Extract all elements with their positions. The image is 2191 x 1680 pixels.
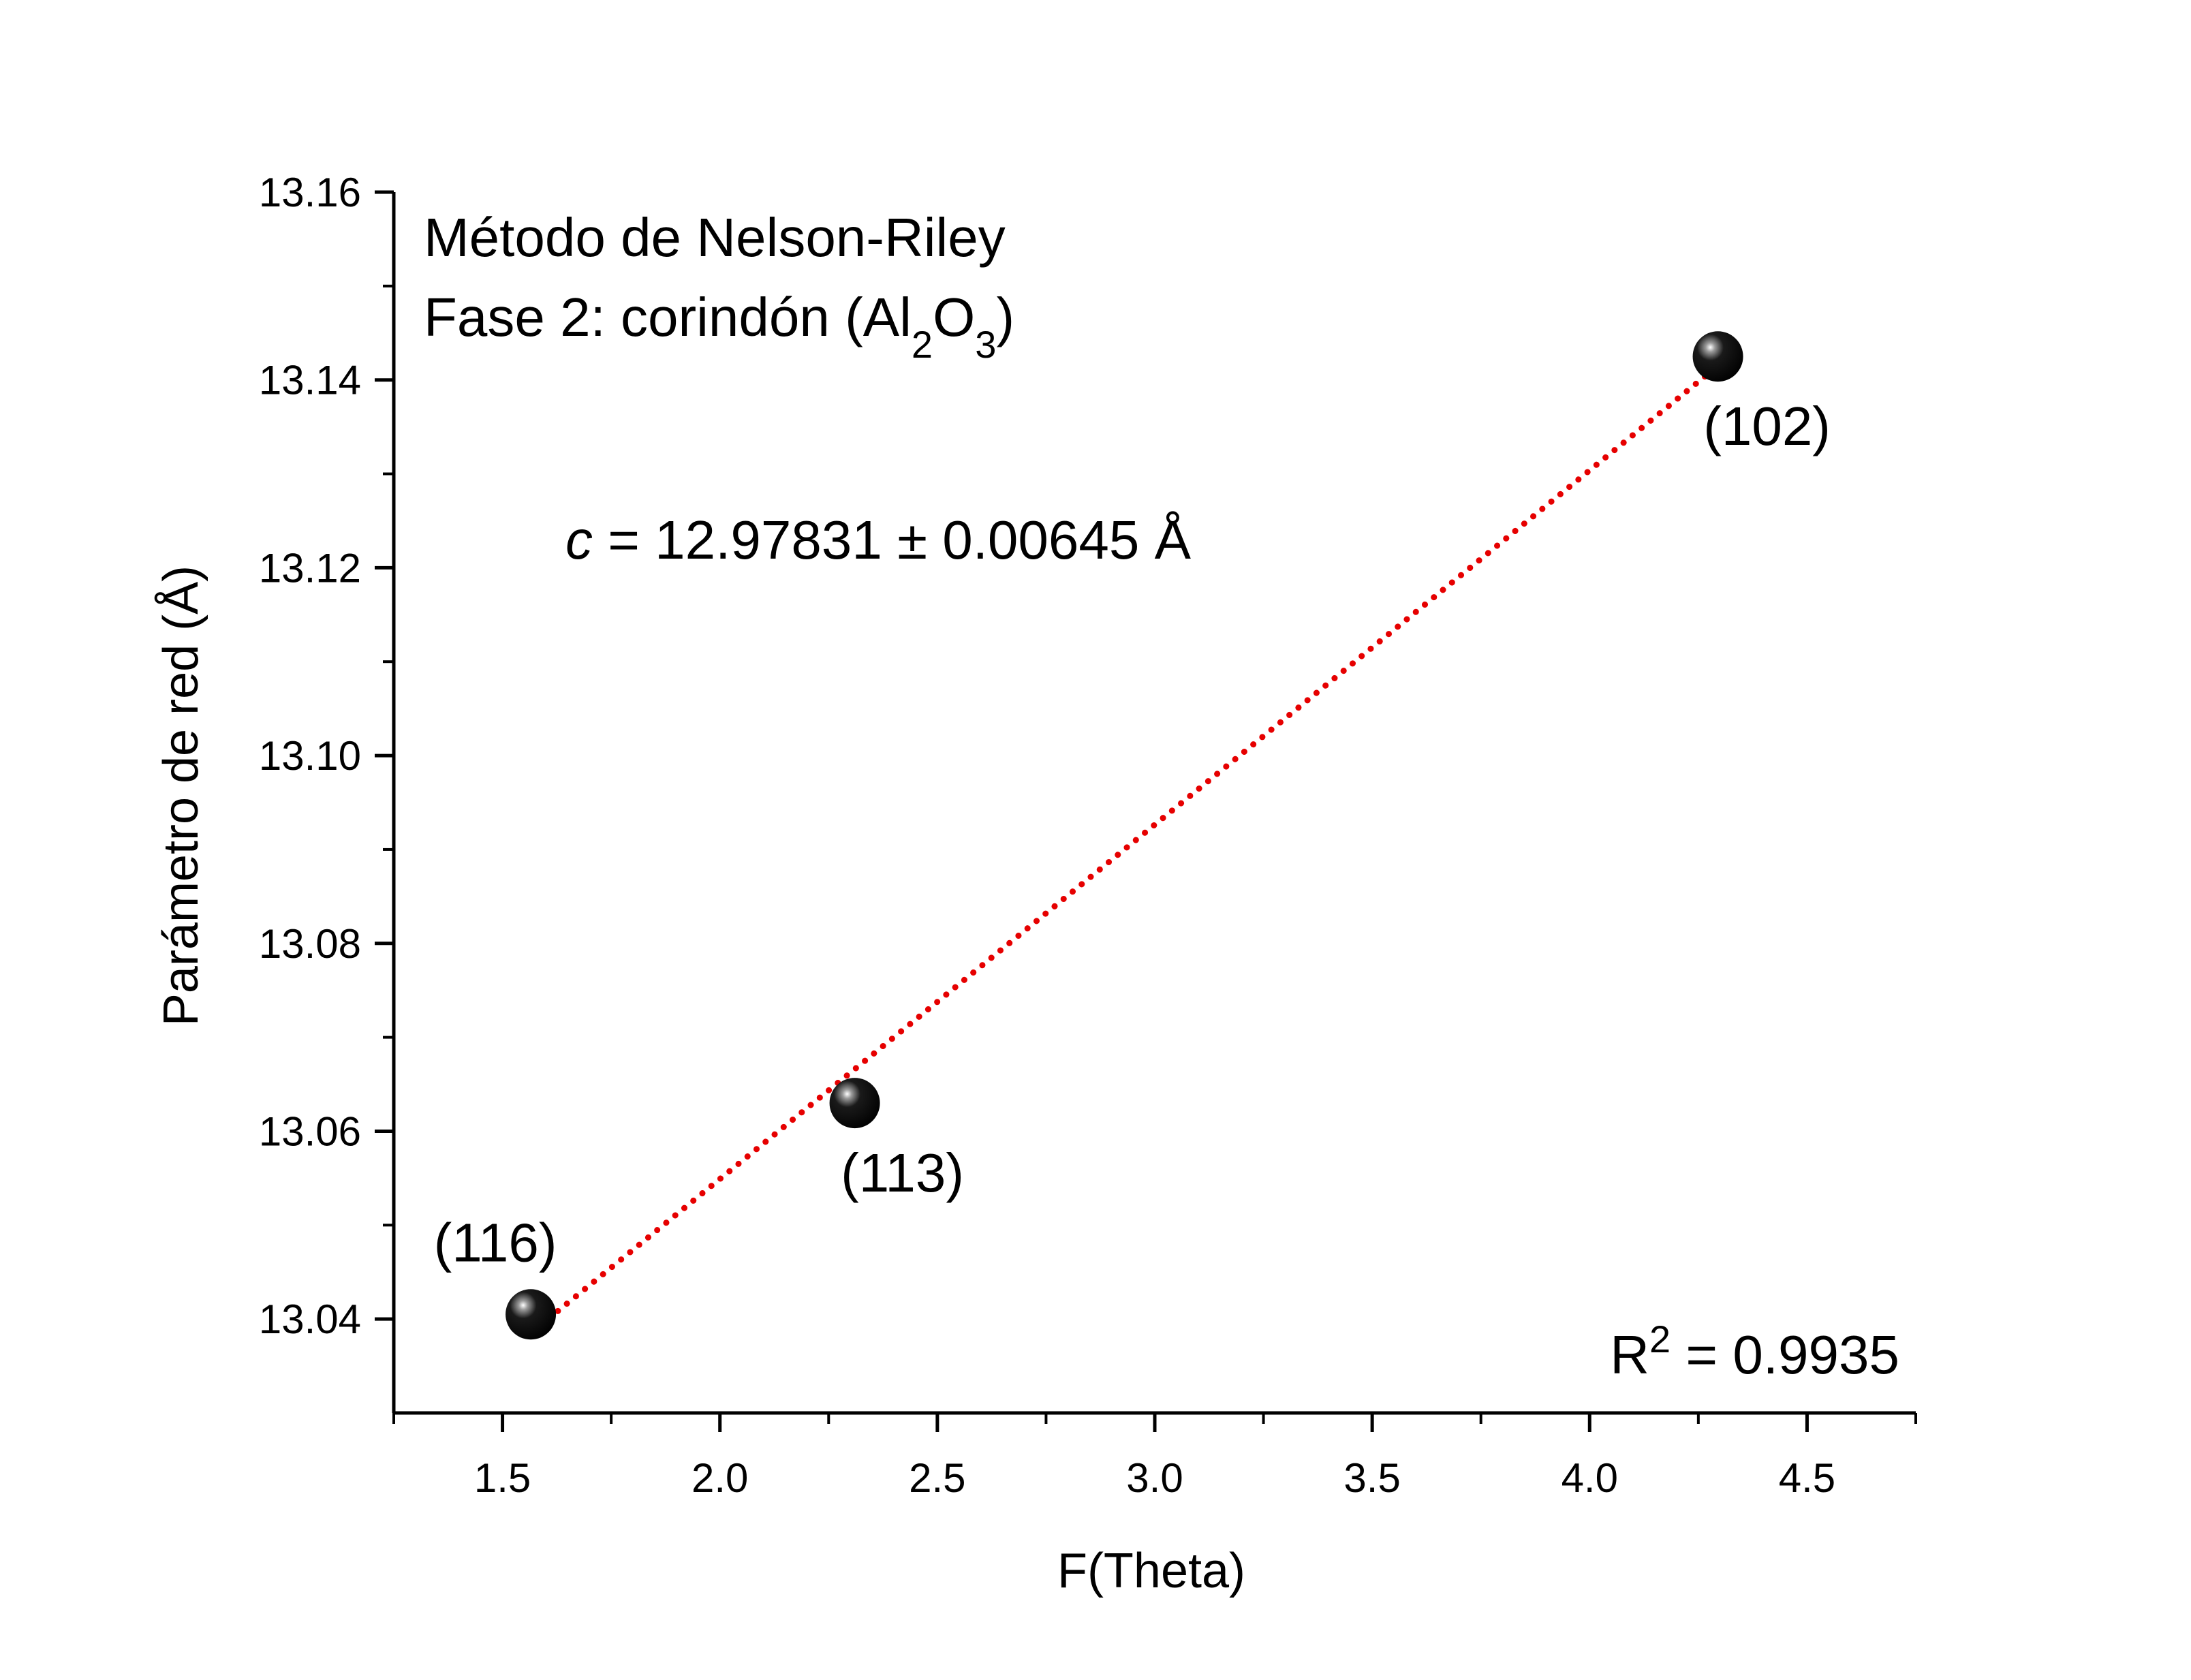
r2-symbol: R <box>1610 1324 1649 1385</box>
r2-value: = 0.9935 <box>1671 1324 1899 1385</box>
c-symbol: c <box>565 510 593 570</box>
x-axis-title: F(Theta) <box>1057 1544 1245 1598</box>
y-tick-label: 13.16 <box>259 170 361 215</box>
phase-label-mid: O <box>933 287 975 347</box>
x-tick-label: 4.0 <box>1561 1455 1618 1501</box>
phase-label: Fase 2: corindón (Al2O3) <box>424 287 1014 366</box>
data-point-label: (102) <box>1703 396 1831 456</box>
method-title: Método de Nelson-Riley <box>424 207 1006 268</box>
r2-superscript: 2 <box>1649 1318 1671 1360</box>
phase-label-sub2: 3 <box>975 323 996 366</box>
y-axis-title: Parámetro de red (Å) <box>154 565 208 1026</box>
x-tick-label: 2.0 <box>692 1455 748 1501</box>
phase-label-suffix: ) <box>996 287 1014 347</box>
data-point <box>506 1289 557 1340</box>
x-tick-label: 3.0 <box>1126 1455 1183 1501</box>
axes: 13.04 13.06 13.08 13.10 13.12 13.14 13.16 1.5 2.… <box>259 170 1917 1501</box>
c-value: = 12.97831 ± 0.00645 Å <box>593 510 1192 570</box>
c-parameter-annotation: c = 12.97831 ± 0.00645 Å <box>565 510 1192 570</box>
y-tick-label: 13.08 <box>259 921 361 967</box>
y-tick-label: 13.10 <box>259 733 361 779</box>
data-point-label: (116) <box>434 1212 557 1273</box>
y-tick-label: 13.06 <box>259 1108 361 1154</box>
x-tick-label: 2.5 <box>909 1455 965 1501</box>
y-tick-label: 13.04 <box>259 1296 361 1342</box>
r-squared-annotation: R2 = 0.9935 <box>1610 1318 1899 1386</box>
data-point <box>829 1078 880 1129</box>
fit-line-group <box>527 362 1722 1337</box>
phase-label-prefix: Fase 2: corindón (Al <box>424 287 912 347</box>
x-tick-label: 4.5 <box>1779 1455 1835 1501</box>
x-tick-label: 3.5 <box>1343 1455 1400 1501</box>
phase-label-sub1: 2 <box>912 323 933 366</box>
data-points: (116) (113) (102) <box>434 331 1831 1340</box>
data-point-label: (113) <box>841 1142 964 1203</box>
y-tick-label: 13.12 <box>259 545 361 591</box>
fit-line <box>527 362 1722 1337</box>
data-point <box>1692 331 1743 382</box>
x-tick-label: 1.5 <box>474 1455 531 1501</box>
y-tick-label: 13.14 <box>259 358 361 403</box>
